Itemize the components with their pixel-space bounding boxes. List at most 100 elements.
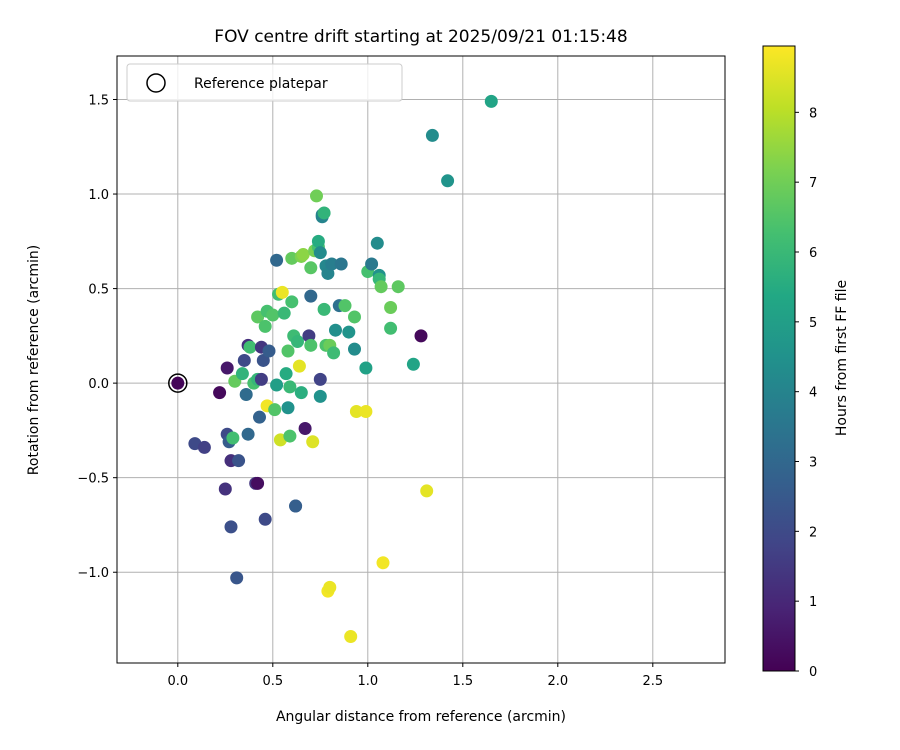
y-tick-label: 1.0	[88, 188, 109, 203]
scatter-point	[294, 386, 308, 400]
y-axis-label: Rotation from reference (arcmin)	[26, 245, 42, 475]
y-tick-label: 0.5	[88, 283, 109, 298]
colorbar-tick-label: 5	[809, 316, 817, 331]
colorbar-tick-label: 6	[809, 246, 817, 261]
scatter-point	[243, 340, 257, 354]
scatter-point	[268, 403, 282, 417]
colorbar-frame	[762, 45, 796, 672]
scatter-point	[281, 344, 295, 358]
x-tick-label: 0.0	[167, 674, 188, 689]
scatter-point	[279, 367, 293, 381]
scatter-point	[348, 342, 361, 356]
scatter-point	[230, 571, 244, 585]
scatter-point	[391, 280, 405, 294]
scatter-point	[258, 512, 272, 526]
scatter-point	[317, 206, 331, 220]
y-tick-label: −1.0	[77, 566, 109, 581]
x-tick-label: 1.0	[357, 674, 378, 689]
y-tick-label: 1.5	[88, 93, 109, 108]
scatter-point	[420, 484, 434, 498]
scatter-point	[283, 380, 297, 394]
reference-marker-layer	[168, 373, 188, 393]
legend-marker-icon	[146, 73, 166, 93]
scatter-point	[292, 359, 306, 373]
scatter-point	[304, 338, 318, 352]
x-axis-label: Angular distance from reference (arcmin)	[276, 709, 566, 725]
scatter-point	[329, 323, 342, 337]
colorbar-ticks: 0 1 2 3 4 5 6 7 8	[795, 106, 817, 680]
scatter-point	[349, 405, 363, 419]
x-tick-label: 0.5	[262, 674, 283, 689]
scatter-point	[359, 405, 373, 419]
scatter-point	[298, 422, 312, 436]
scatter-point	[266, 308, 280, 322]
y-tick-label: 0.0	[88, 377, 109, 392]
chart-title: FOV centre drift starting at 2025/09/21 …	[214, 27, 627, 47]
scatter-point	[342, 325, 356, 339]
scatter-point	[253, 410, 266, 424]
scatter-point	[171, 376, 185, 390]
x-tick-label: 1.5	[452, 674, 473, 689]
colorbar-tick-label: 0	[809, 665, 817, 680]
y-tick-label: −0.5	[77, 472, 109, 487]
scatter-point	[285, 295, 299, 309]
colorbar: 0 1 2 3 4 5 6 7 8 Hours from first FF file	[762, 45, 850, 680]
y-axis-ticks: −1.0 −0.5 0.0 0.5 1.0 1.5	[77, 93, 117, 581]
scatter-point	[323, 580, 337, 594]
scatter-points	[171, 94, 498, 644]
scatter-point	[270, 253, 284, 267]
scatter-point	[325, 257, 339, 271]
scatter-point	[296, 248, 310, 262]
scatter-point	[262, 344, 276, 358]
scatter-point	[327, 346, 341, 360]
scatter-point	[258, 319, 272, 333]
scatter-point	[283, 429, 297, 443]
colorbar-tick-label: 4	[809, 386, 817, 401]
scatter-point	[237, 353, 251, 367]
scatter-point	[220, 361, 234, 375]
scatter-point	[311, 234, 325, 248]
scatter-point	[306, 435, 320, 449]
scatter-point	[414, 329, 428, 343]
scatter-point	[304, 289, 318, 303]
scatter-point	[241, 427, 255, 441]
scatter-point	[365, 257, 379, 271]
scatter-point	[235, 367, 249, 381]
scatter-point	[232, 454, 246, 468]
scatter-point	[370, 236, 384, 250]
scatter-point	[313, 372, 327, 386]
legend-box	[126, 63, 403, 102]
reference-platepar-marker	[168, 373, 188, 393]
scatter-point	[291, 335, 304, 349]
scatter-point	[275, 285, 289, 299]
scatter-point	[317, 302, 331, 316]
scatter-point	[277, 306, 291, 320]
scatter-point	[384, 300, 398, 314]
scatter-point	[310, 189, 323, 203]
scatter-point	[313, 389, 327, 403]
scatter-point	[425, 128, 439, 142]
scatter-point	[484, 94, 498, 108]
plot-frame	[116, 55, 726, 664]
colorbar-tick-label: 8	[809, 106, 817, 121]
scatter-point	[304, 261, 318, 275]
scatter-point	[251, 310, 265, 324]
scatter-point	[270, 378, 284, 392]
scatter-point	[374, 280, 388, 294]
x-tick-label: 2.0	[547, 674, 568, 689]
colorbar-tick-label: 7	[809, 176, 817, 191]
scatter-point	[384, 321, 398, 335]
scatter-point	[224, 520, 238, 534]
scatter-point	[376, 556, 390, 570]
colorbar-fill	[763, 46, 795, 671]
legend-label: Reference platepar	[194, 76, 328, 92]
scatter-point	[313, 246, 327, 260]
scatter-point	[334, 257, 348, 271]
colorbar-label: Hours from first FF file	[834, 280, 850, 436]
scatter-point	[348, 310, 361, 324]
scatter-point	[197, 440, 211, 454]
colorbar-tick-label: 3	[809, 456, 817, 471]
scatter-point	[218, 482, 232, 496]
colorbar-tick-label: 1	[809, 595, 817, 610]
